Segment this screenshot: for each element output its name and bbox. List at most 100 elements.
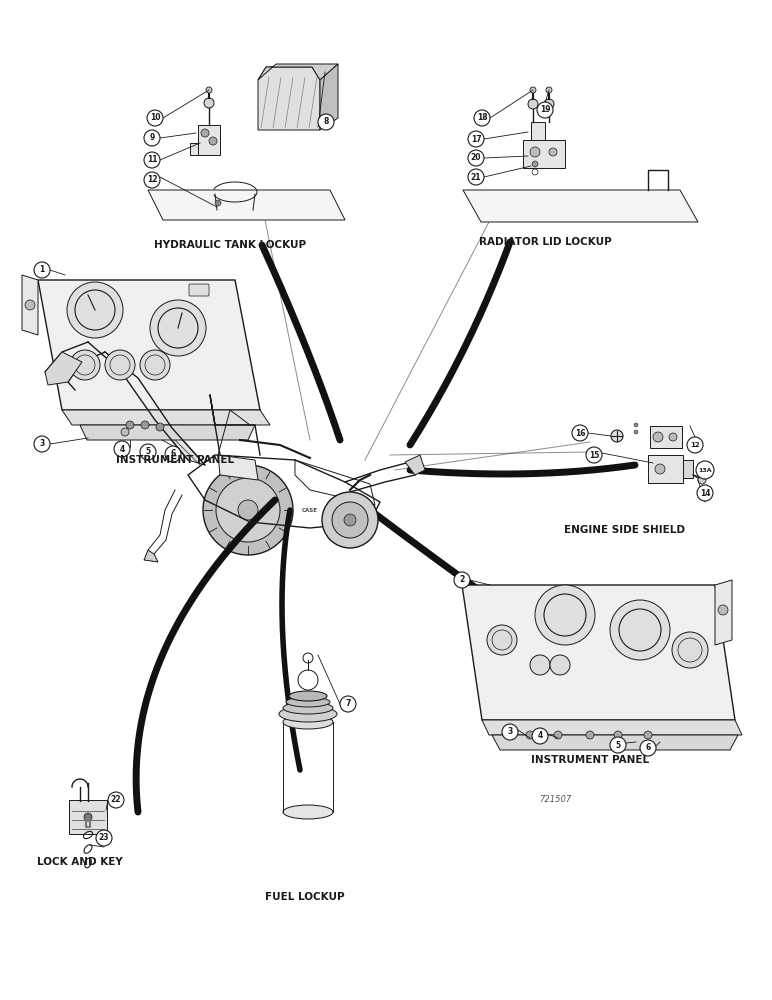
Circle shape: [653, 432, 663, 442]
Circle shape: [318, 114, 334, 130]
FancyBboxPatch shape: [683, 460, 693, 478]
Circle shape: [634, 430, 638, 434]
Text: 5: 5: [615, 740, 621, 750]
Text: INSTRUMENT PANEL: INSTRUMENT PANEL: [531, 755, 649, 765]
FancyBboxPatch shape: [650, 426, 682, 448]
Circle shape: [532, 728, 548, 744]
Circle shape: [544, 99, 554, 109]
Circle shape: [526, 731, 534, 739]
Ellipse shape: [279, 706, 337, 722]
Circle shape: [535, 585, 595, 645]
Circle shape: [611, 430, 623, 442]
Text: INSTRUMENT PANEL: INSTRUMENT PANEL: [116, 455, 234, 465]
FancyBboxPatch shape: [198, 125, 220, 155]
Circle shape: [126, 421, 134, 429]
Text: 7: 7: [345, 700, 350, 708]
FancyBboxPatch shape: [190, 143, 198, 155]
Polygon shape: [144, 550, 158, 562]
Circle shape: [150, 300, 206, 356]
Text: 6: 6: [645, 744, 651, 752]
Circle shape: [468, 131, 484, 147]
Polygon shape: [258, 67, 320, 130]
Text: 15: 15: [589, 450, 599, 460]
Circle shape: [67, 282, 123, 338]
Circle shape: [468, 169, 484, 185]
Circle shape: [140, 350, 170, 380]
Polygon shape: [462, 585, 735, 720]
Circle shape: [108, 792, 124, 808]
Circle shape: [586, 731, 594, 739]
Circle shape: [698, 476, 706, 484]
Circle shape: [549, 148, 557, 156]
Circle shape: [105, 350, 135, 380]
Polygon shape: [715, 580, 732, 645]
Circle shape: [530, 87, 536, 93]
Circle shape: [156, 423, 164, 431]
Polygon shape: [38, 280, 260, 410]
Text: CASE: CASE: [302, 508, 318, 512]
Circle shape: [238, 500, 258, 520]
Circle shape: [550, 655, 570, 675]
Text: 3: 3: [39, 440, 45, 448]
Text: 6: 6: [171, 450, 175, 458]
Circle shape: [655, 464, 665, 474]
Circle shape: [610, 600, 670, 660]
Circle shape: [216, 478, 280, 542]
Circle shape: [687, 437, 703, 453]
Circle shape: [201, 129, 209, 137]
FancyBboxPatch shape: [648, 455, 683, 483]
Polygon shape: [45, 352, 82, 385]
Polygon shape: [148, 190, 345, 220]
Circle shape: [696, 461, 714, 479]
Text: 16: 16: [574, 428, 585, 438]
Circle shape: [530, 147, 540, 157]
Circle shape: [530, 655, 550, 675]
Text: 11: 11: [147, 155, 157, 164]
Circle shape: [144, 130, 160, 146]
Text: 4: 4: [537, 732, 543, 740]
Polygon shape: [80, 425, 255, 440]
Circle shape: [84, 813, 92, 821]
Text: 1: 1: [39, 265, 45, 274]
Polygon shape: [492, 735, 738, 750]
Polygon shape: [405, 455, 425, 475]
FancyBboxPatch shape: [189, 284, 209, 296]
Circle shape: [344, 514, 356, 526]
Text: 721507: 721507: [539, 796, 571, 804]
Circle shape: [204, 98, 214, 108]
Text: ENGINE SIDE SHIELD: ENGINE SIDE SHIELD: [564, 525, 686, 535]
Text: 17: 17: [471, 134, 481, 143]
Text: RADIATOR LID LOCKUP: RADIATOR LID LOCKUP: [479, 237, 611, 247]
Circle shape: [141, 421, 149, 429]
FancyBboxPatch shape: [69, 800, 107, 834]
Text: LOCK AND KEY: LOCK AND KEY: [37, 857, 123, 867]
Circle shape: [546, 87, 552, 93]
Circle shape: [340, 696, 356, 712]
Polygon shape: [482, 720, 742, 735]
Polygon shape: [463, 190, 698, 222]
Circle shape: [121, 428, 129, 436]
Ellipse shape: [289, 691, 327, 701]
Text: 14: 14: [699, 488, 710, 497]
Circle shape: [209, 137, 217, 145]
Circle shape: [614, 731, 622, 739]
Circle shape: [474, 110, 490, 126]
Circle shape: [114, 441, 130, 457]
Text: 3: 3: [507, 728, 513, 736]
Text: 2: 2: [459, 576, 465, 584]
Circle shape: [644, 731, 652, 739]
Circle shape: [70, 350, 100, 380]
Text: 10: 10: [150, 113, 161, 122]
Polygon shape: [320, 64, 338, 130]
Circle shape: [332, 502, 368, 538]
Circle shape: [669, 433, 677, 441]
Circle shape: [502, 724, 518, 740]
Ellipse shape: [283, 702, 333, 714]
Circle shape: [718, 605, 728, 615]
Circle shape: [532, 161, 538, 167]
Circle shape: [640, 740, 656, 756]
Circle shape: [140, 444, 156, 460]
Circle shape: [165, 446, 181, 462]
Text: 18: 18: [476, 113, 487, 122]
Circle shape: [34, 262, 50, 278]
